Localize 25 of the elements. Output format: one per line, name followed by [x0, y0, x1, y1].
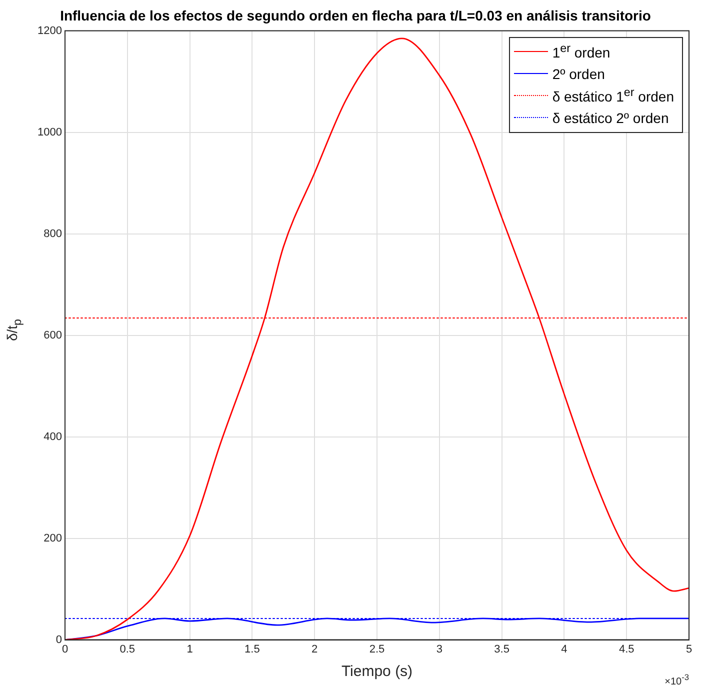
chart-title: Influencia de los efectos de segundo orden en flecha para t/L=0.03 en análisis transitorio	[60, 7, 651, 24]
legend-label: δ estático 2º orden	[552, 110, 669, 126]
y-tick-label: 800	[44, 228, 62, 240]
x-tick-label: 4.5	[618, 643, 634, 656]
x-tick-label: 0.5	[120, 643, 136, 656]
x-tick-label: 1	[186, 643, 193, 656]
y-tick-label: 600	[44, 329, 62, 342]
legend-label: δ estático 1$^{er}$ orden	[552, 86, 674, 106]
x-tick-label: 5	[686, 643, 692, 656]
x-axis-title: Tiempo (s)	[341, 663, 413, 680]
x-tick-label: 2	[312, 643, 318, 656]
x-tick-label: 3	[436, 643, 442, 656]
x-tick-label: 2.5	[369, 643, 385, 656]
y-tick-label: 1200	[38, 24, 62, 37]
text: ×10$^{-3}$	[664, 672, 689, 688]
y-tick-label: 1000	[38, 126, 62, 138]
legend-label: 1$^{er}$ orden	[552, 42, 610, 62]
line-series	[65, 38, 689, 640]
x-tick-label: 1.5	[244, 643, 260, 656]
y-tick-label: 0	[56, 634, 62, 646]
x-tick-label: 3.5	[494, 643, 510, 656]
x-tick-label: 4	[561, 643, 568, 656]
legend-label: 2º orden	[552, 66, 605, 82]
y-tick-label: 400	[44, 430, 62, 443]
y-tick-label: 200	[44, 532, 62, 544]
